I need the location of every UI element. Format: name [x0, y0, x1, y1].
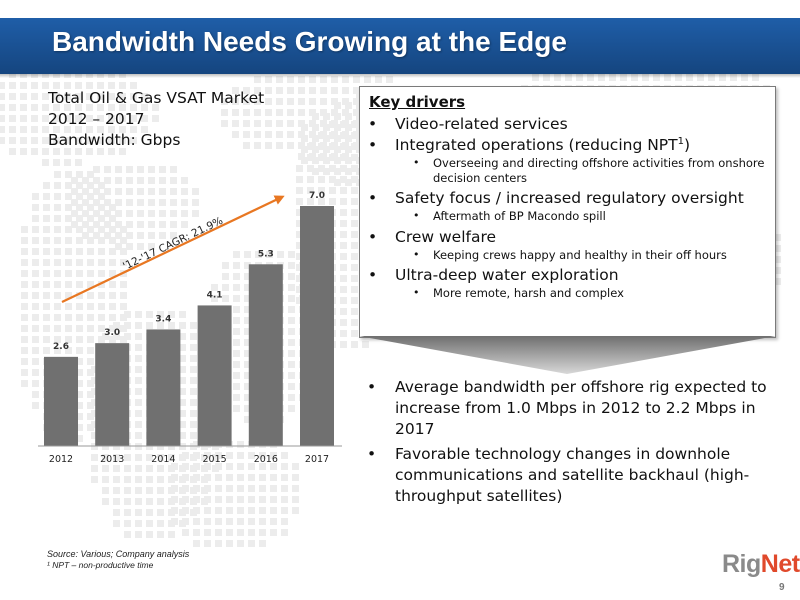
driver-item: Safety focus / increased regulatory over… — [360, 188, 775, 209]
bar-2014 — [146, 329, 181, 446]
key-drivers-list: Video-related services Integrated operat… — [360, 114, 775, 304]
driver-subitem: Overseeing and directing offshore activi… — [360, 156, 775, 185]
driver-item: Ultra-deep water exploration — [360, 265, 775, 286]
key-drivers-box: Key drivers Video-related services Integ… — [359, 86, 776, 338]
outcomes-list: Average bandwidth per offshore rig expec… — [367, 377, 777, 511]
chart-bars: 2.6 2012 3.0 2013 3.4 2014 4.1 2015 5.3 2016 7.0 20… — [44, 191, 334, 465]
chart-heading-line-1: Total Oil & Gas VSAT Market — [48, 89, 265, 107]
driver-subitem: More remote, harsh and complex — [360, 286, 775, 301]
category-label-2017: 2017 — [305, 454, 329, 465]
driver-item: Integrated operations (reducing NPT1) — [360, 135, 775, 156]
bar-2016 — [248, 264, 283, 446]
driver-subitem: Keeping crews happy and healthy in their… — [360, 248, 775, 263]
page-title: Bandwidth Needs Growing at the Edge — [52, 26, 567, 57]
cagr-arrow — [61, 195, 285, 303]
driver-item: Crew welfare — [360, 227, 775, 248]
page-number: 9 — [779, 582, 785, 593]
category-label-2015: 2015 — [203, 454, 227, 465]
bar-2015 — [197, 305, 232, 446]
outcome-item: Average bandwidth per offshore rig expec… — [367, 377, 777, 440]
value-label-2012: 2.6 — [53, 342, 69, 352]
value-label-2015: 4.1 — [207, 290, 223, 300]
driver-subitem: Aftermath of BP Macondo spill — [360, 209, 775, 224]
down-chevron-icon — [359, 336, 776, 374]
title-bar — [0, 18, 800, 78]
value-label-2014: 3.4 — [155, 314, 171, 324]
value-label-2017: 7.0 — [309, 191, 325, 201]
chart-heading: Total Oil & Gas VSAT Market 2012 – 2017 … — [48, 88, 264, 151]
cagr-annotation: '12-'17 CAGR: 21.9% — [121, 215, 225, 273]
footnote: ¹ NPT – non-productive time — [47, 560, 154, 570]
key-drivers-heading: Key drivers — [369, 93, 466, 111]
source-note: Source: Various; Company analysis — [47, 549, 190, 559]
value-label-2013: 3.0 — [104, 328, 120, 338]
chart-heading-line-3: Bandwidth: Gbps — [48, 131, 181, 149]
category-label-2012: 2012 — [49, 454, 73, 465]
bar-2013 — [95, 343, 130, 446]
bar-2017 — [300, 206, 334, 446]
category-label-2013: 2013 — [100, 454, 124, 465]
chart-heading-line-2: 2012 – 2017 — [48, 110, 145, 128]
bar-2012 — [44, 356, 78, 446]
driver-item: Video-related services — [360, 114, 775, 135]
category-label-2016: 2016 — [254, 454, 278, 465]
rignet-logo: RigNet — [722, 550, 800, 578]
category-label-2014: 2014 — [151, 454, 175, 465]
value-label-2016: 5.3 — [258, 249, 274, 259]
outcome-item: Favorable technology changes in downhole… — [367, 444, 777, 507]
